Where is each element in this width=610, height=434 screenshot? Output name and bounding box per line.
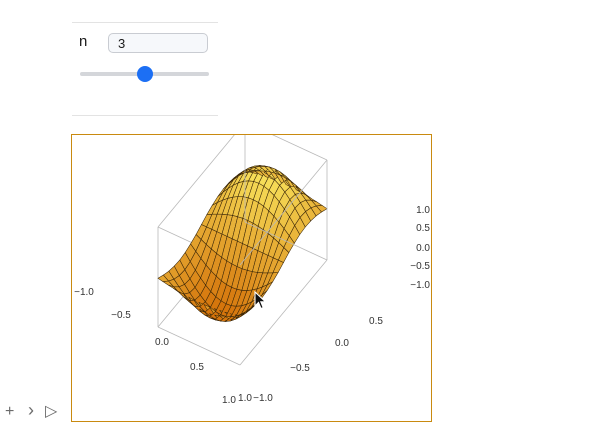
- tick-label: −1.0: [74, 287, 94, 298]
- chevron-right-icon[interactable]: ›: [28, 400, 34, 420]
- tick-label: 0.5: [416, 223, 430, 234]
- tick-label: −0.5: [290, 363, 310, 374]
- box-edge: [239, 159, 328, 266]
- tick-label: −0.5: [410, 261, 430, 272]
- tick-label: −0.5: [111, 310, 131, 321]
- tick-label: 0.0: [416, 243, 430, 254]
- tick-label: 1.0: [416, 205, 430, 216]
- plot-box-front: [239, 135, 328, 366]
- box-edge: [157, 135, 235, 228]
- top-divider: [72, 22, 218, 23]
- mouse-cursor-icon: [254, 291, 267, 310]
- box-edge: [272, 135, 328, 161]
- run-icon[interactable]: ▷: [45, 403, 58, 420]
- variable-label: n: [79, 33, 88, 50]
- tick-label: 0.0: [335, 338, 349, 349]
- tick-label: 0.5: [190, 362, 204, 373]
- surface-mesh: [157, 165, 328, 322]
- axis-ticks: −1.0−0.50.00.51.0−1.0−0.50.00.51.00.50.0…: [74, 205, 430, 406]
- surface-patch: [315, 205, 328, 213]
- box-edge: [244, 221, 328, 261]
- bottom-divider: [72, 115, 218, 116]
- plot-output[interactable]: −1.0−0.50.00.51.0−1.0−0.50.00.51.00.50.0…: [71, 134, 432, 422]
- box-edge: [239, 259, 328, 366]
- value-input[interactable]: [108, 33, 208, 53]
- tick-label: −1.0: [410, 280, 430, 291]
- slider-thumb[interactable]: [137, 66, 153, 82]
- surface-plot: −1.0−0.50.00.51.0−1.0−0.50.00.51.00.50.0…: [74, 135, 430, 406]
- tick-label: 0.0: [155, 337, 169, 348]
- tick-label: 0.5: [369, 316, 383, 327]
- tick-label: −1.0: [253, 393, 273, 404]
- tick-label: 1.0: [238, 393, 252, 404]
- tick-label: 1.0: [222, 395, 236, 406]
- box-edge: [157, 326, 241, 366]
- add-cell-icon[interactable]: +: [5, 403, 15, 420]
